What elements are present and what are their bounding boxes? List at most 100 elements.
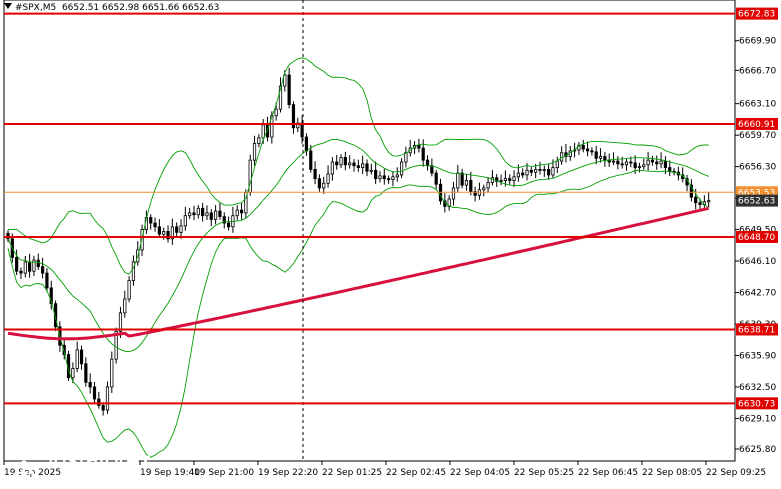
candle-body: [291, 104, 296, 129]
candle-body: [127, 280, 131, 300]
candle-body: [469, 180, 473, 193]
candle-body: [248, 159, 252, 193]
candle-body: [399, 161, 404, 176]
candle-body: [36, 259, 40, 268]
candle-body: [361, 163, 365, 168]
candle-body: [265, 124, 270, 138]
candle-body: [387, 178, 391, 181]
candle-body: [395, 174, 399, 178]
candle-body: [84, 363, 88, 383]
candle-body: [421, 147, 425, 161]
candle-body: [110, 358, 114, 388]
level-price-tag: [736, 230, 778, 243]
instaforex-logo-icon: [4, 445, 44, 485]
candle-body: [75, 349, 79, 369]
candle-body: [283, 74, 287, 87]
candle-body: [486, 181, 490, 189]
candle-body: [495, 177, 499, 182]
lower-band-line: [7, 169, 709, 458]
candle-body: [287, 74, 291, 106]
candle-body: [41, 266, 45, 274]
candle-body: [170, 226, 174, 240]
level-price-tag: [736, 117, 778, 130]
candle-body: [92, 386, 97, 400]
level-price-label: 6638.71: [738, 325, 775, 335]
candle-body: [274, 108, 278, 117]
candle-body: [659, 160, 663, 165]
x-tick-label: 22 Sep 04:05: [450, 468, 510, 478]
candle-body: [460, 172, 464, 186]
y-tick-label: 6666.70: [739, 66, 776, 76]
candle-body: [624, 161, 629, 166]
candle-body: [28, 261, 32, 272]
candle-body: [365, 163, 369, 172]
candle-body: [525, 169, 529, 176]
candle-body: [534, 169, 538, 173]
y-tick-label: 6659.70: [739, 131, 776, 141]
logo-wordmark: instaforex: [48, 446, 152, 474]
candle-body: [577, 144, 581, 151]
candle-body: [581, 144, 585, 150]
x-tick-label: 22 Sep 06:45: [578, 468, 638, 478]
candle-body: [663, 160, 668, 168]
candle-body: [179, 225, 183, 233]
candle-body: [629, 161, 633, 164]
candle-body: [335, 161, 339, 166]
candle-body: [205, 212, 209, 217]
candle-body: [201, 207, 205, 217]
y-tick-label: 6629.10: [739, 414, 776, 424]
candle-body: [123, 298, 127, 314]
candle-body: [19, 270, 23, 274]
collapse-triangle-icon[interactable]: [4, 3, 12, 9]
symbol-label: #SPX,M5: [15, 3, 57, 13]
candle-body: [214, 210, 218, 220]
candle-body: [382, 175, 386, 180]
candle-body: [451, 187, 456, 200]
candle-body: [261, 124, 265, 139]
level-price-label: 6648.70: [738, 233, 775, 243]
candle-body: [313, 169, 317, 180]
candle-body: [62, 344, 66, 355]
middle-band-line: [7, 138, 709, 353]
candle-body: [529, 169, 533, 173]
candle-body: [23, 261, 27, 274]
candle-body: [79, 349, 84, 365]
candle-body: [339, 156, 343, 166]
candle-body: [555, 160, 559, 168]
upper-band-line: [8, 57, 709, 275]
candle-body: [434, 172, 438, 185]
moving-average-line: [7, 206, 710, 341]
candle-body: [317, 178, 322, 189]
candle-body: [508, 178, 512, 181]
candle-body: [603, 156, 607, 161]
candle-body: [183, 215, 187, 227]
candle-body: [222, 216, 226, 224]
candle-body: [330, 161, 334, 175]
candle-body: [322, 182, 326, 189]
level-price-label: 6652.63: [738, 197, 775, 207]
candle-body: [551, 167, 555, 176]
candle-body: [374, 169, 378, 180]
y-tick-label: 6669.90: [739, 37, 776, 47]
candle-body: [547, 169, 551, 176]
x-tick-label: 19 Sep 19:40: [140, 468, 200, 478]
candle-body: [585, 148, 590, 152]
candle-body: [473, 191, 477, 196]
x-tick-label: 19 Sep 22:20: [258, 468, 318, 478]
candle-body: [114, 331, 118, 360]
candle-body: [326, 173, 330, 184]
logo-tagline: Instant Forex Trading: [50, 474, 154, 486]
x-tick-label: 22 Sep 08:05: [642, 468, 702, 478]
y-tick-label: 6642.70: [739, 289, 776, 299]
candle-body: [235, 209, 239, 217]
x-tick-label: 22 Sep 01:25: [322, 468, 382, 478]
candle-body: [430, 165, 434, 174]
y-tick-label: 6646.10: [739, 257, 776, 267]
instaforex-logo: instaforex Instant Forex Trading: [4, 443, 180, 487]
candle-body: [456, 172, 460, 189]
candle-body: [166, 231, 170, 240]
candle-body: [252, 143, 257, 161]
candle-body: [71, 368, 75, 379]
candle-body: [226, 222, 231, 228]
